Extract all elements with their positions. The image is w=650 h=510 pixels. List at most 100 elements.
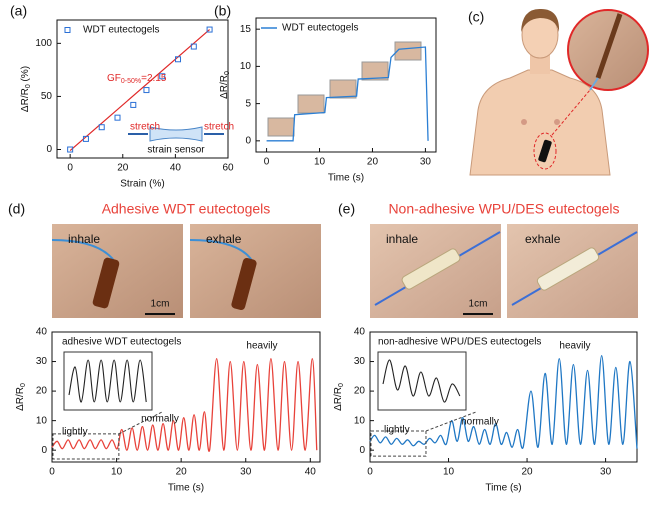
annotation-sub: 0-50% xyxy=(121,78,141,85)
annotation: heavily xyxy=(246,341,277,352)
legend-label: WDT eutectogels xyxy=(282,23,359,34)
legend-marker xyxy=(64,27,71,33)
panel-label: (e) xyxy=(338,201,355,217)
photo-label: inhale xyxy=(386,232,418,246)
annotation: normally xyxy=(461,417,499,428)
ylabel-sub: 0 xyxy=(25,84,32,88)
xlabel: Time (s) xyxy=(328,173,364,184)
zoom-arrow xyxy=(425,411,477,432)
annotation: non-adhesive WPU/DES eutectogels xyxy=(378,337,541,348)
line xyxy=(266,46,429,142)
x-tick-label: 0 xyxy=(67,163,73,174)
y-tick-label: 0 xyxy=(245,135,251,146)
zoom-arrow xyxy=(118,411,163,435)
y-tick-label: 0 xyxy=(359,445,365,456)
photo-label: exhale xyxy=(206,232,242,246)
panel-label: (d) xyxy=(8,201,25,217)
annotation: lightly xyxy=(384,425,410,436)
scale-label: 1cm xyxy=(469,299,488,310)
x-tick-label: 20 xyxy=(367,157,379,168)
x-tick-label: 10 xyxy=(111,467,123,478)
point xyxy=(67,146,74,153)
panel-title: Non-adhesive WPU/DES eutectogels xyxy=(388,201,619,217)
ylabel-main: ΔR/R xyxy=(219,75,230,99)
y-tick-label: 5 xyxy=(245,98,251,109)
point xyxy=(159,73,166,80)
legend-label: WDT eutectogels xyxy=(83,25,160,36)
annotation: heavily xyxy=(559,341,590,352)
x-tick-label: 0 xyxy=(367,467,373,478)
plot-frame xyxy=(255,17,437,153)
person-illustration xyxy=(469,8,649,176)
annotation: lightly xyxy=(62,427,88,438)
y-tick-label: 0 xyxy=(46,144,52,155)
point xyxy=(143,87,150,94)
photo-label: exhale xyxy=(525,232,561,246)
photo-nonadhesive-inhale xyxy=(370,224,501,318)
xlabel: Time (s) xyxy=(168,483,204,494)
y-tick-label: 15 xyxy=(240,24,252,35)
panel-label: (a) xyxy=(10,3,27,19)
xlabel: Strain (%) xyxy=(120,179,164,190)
sensor-shape xyxy=(149,126,203,142)
inset-label: strain sensor xyxy=(147,145,205,156)
ylabel-sub: 0 xyxy=(224,71,231,75)
plot-frame xyxy=(56,19,229,159)
inset-label: stretch xyxy=(130,122,160,133)
ylabel-tail: (%) xyxy=(20,66,31,84)
y-tick-label: 100 xyxy=(35,38,52,49)
x-tick-label: 20 xyxy=(176,467,188,478)
y-tick-label: 10 xyxy=(240,61,252,72)
zoom-box xyxy=(370,430,427,457)
x-tick-label: 0 xyxy=(264,157,270,168)
ylabel-main: ΔR/R xyxy=(333,387,344,411)
inset-label: stretch xyxy=(204,122,234,133)
y-tick-label: 30 xyxy=(36,356,48,367)
y-tick-label: 20 xyxy=(36,386,48,397)
point xyxy=(130,101,137,108)
point xyxy=(114,114,121,121)
hand-photos xyxy=(267,41,422,137)
scale-label: 1cm xyxy=(151,299,170,310)
x-tick-label: 10 xyxy=(314,157,326,168)
point xyxy=(190,43,197,50)
line xyxy=(369,354,638,449)
x-tick-label: 0 xyxy=(49,467,55,478)
photo-adhesive-inhale xyxy=(51,224,183,318)
photo-nonadhesive-exhale xyxy=(507,224,638,318)
ylabel: ΔR/R0 xyxy=(333,383,346,411)
annotation: adhesive WDT eutectogels xyxy=(62,337,181,348)
annotation-tail: =2.15 xyxy=(141,73,167,84)
annotation: normally xyxy=(141,414,179,425)
annotation: GF0-50%=2.15 xyxy=(107,73,167,86)
photo-adhesive-exhale xyxy=(189,224,321,318)
y-tick-label: 0 xyxy=(41,445,47,456)
x-tick-label: 40 xyxy=(170,163,182,174)
y-tick-label: 40 xyxy=(36,327,48,338)
zoom-box xyxy=(52,433,120,460)
point xyxy=(98,124,105,131)
y-tick-label: 10 xyxy=(36,415,48,426)
y-tick-label: 20 xyxy=(354,386,366,397)
annotation-main: GF xyxy=(107,73,121,84)
x-tick-label: 30 xyxy=(600,467,612,478)
y-tick-label: 30 xyxy=(354,356,366,367)
y-tick-label: 40 xyxy=(354,327,366,338)
ylabel-main: ΔR/R xyxy=(20,88,31,112)
point xyxy=(206,26,213,33)
xlabel: Time (s) xyxy=(485,483,521,494)
ylabel: ΔR/R0 xyxy=(15,383,28,411)
plot-frame xyxy=(369,331,638,463)
panel-title: Adhesive WDT eutectogels xyxy=(102,201,271,217)
fit-line xyxy=(69,29,210,152)
x-tick-label: 60 xyxy=(222,163,234,174)
inset-line xyxy=(68,359,147,403)
ylabel: ΔR/R0 xyxy=(219,71,232,99)
x-tick-label: 30 xyxy=(420,157,432,168)
ylabel-sub: 0 xyxy=(20,383,27,387)
photo-label: inhale xyxy=(68,232,100,246)
ylabel-main: ΔR/R xyxy=(15,387,26,411)
ylabel-sub: 0 xyxy=(338,383,345,387)
x-tick-label: 40 xyxy=(305,467,317,478)
